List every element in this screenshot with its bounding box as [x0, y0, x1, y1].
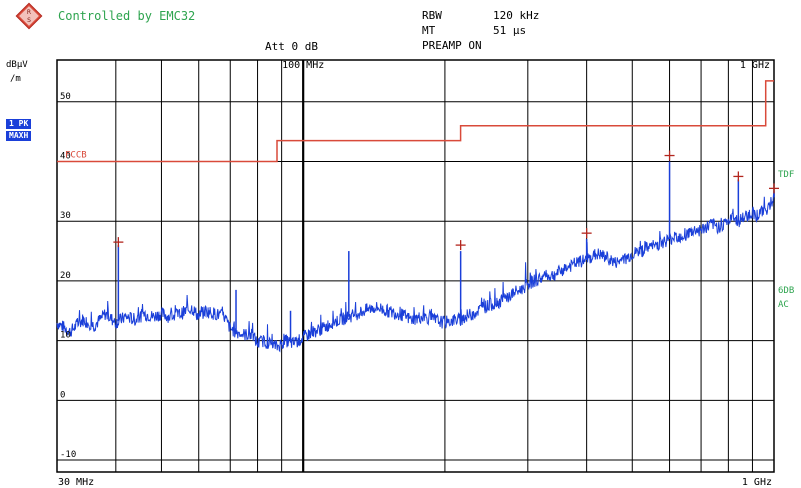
svg-text:S: S	[27, 17, 31, 24]
att-label: Att 0 dB	[265, 40, 318, 53]
trace-1pk-maxh	[56, 192, 775, 353]
y-tick-label: 30	[60, 211, 71, 221]
y-tick-label: -10	[60, 450, 76, 460]
peak-marker	[581, 228, 592, 239]
y-tick-label: 20	[60, 271, 71, 281]
plot-frame	[56, 59, 775, 473]
peak-marker	[113, 237, 124, 248]
mt-value: 51 µs	[493, 24, 527, 37]
x-label-top-mid: 100 MHz	[282, 60, 324, 71]
unit-label: dBµV	[6, 60, 28, 70]
rbw-value: 120 kHz	[493, 9, 540, 22]
x-label-left: 30 MHz	[58, 477, 94, 488]
limit-label: FCCB	[65, 151, 87, 161]
6db-label: 6DB	[778, 286, 795, 296]
ac-label: AC	[778, 300, 789, 310]
peak-marker	[769, 183, 779, 194]
limit-line-fccb	[57, 80, 774, 163]
unit-label-sub: /m	[10, 74, 21, 84]
header-title: Controlled by EMC32	[58, 9, 196, 23]
svg-text:R: R	[27, 9, 31, 16]
y-tick-label: 40	[60, 152, 71, 162]
rbw-label: RBW	[422, 9, 442, 22]
tdf-label: TDF	[778, 170, 795, 180]
x-label-top-right: 1 GHz	[740, 60, 770, 71]
peak-marker	[733, 171, 744, 182]
trace-badge: 1 PK	[6, 119, 32, 129]
x-label-right: 1 GHz	[742, 477, 772, 488]
y-tick-label: 50	[60, 92, 71, 102]
y-tick-label: 10	[60, 331, 71, 341]
peak-marker	[664, 150, 675, 161]
preamp-label: PREAMP ON	[422, 39, 482, 52]
mt-label: MT	[422, 24, 436, 37]
rohde-schwarz-logo-icon: R S	[15, 2, 43, 30]
y-tick-label: 0	[60, 390, 65, 400]
mode-badge: MAXH	[6, 131, 32, 141]
peak-marker	[455, 240, 466, 251]
